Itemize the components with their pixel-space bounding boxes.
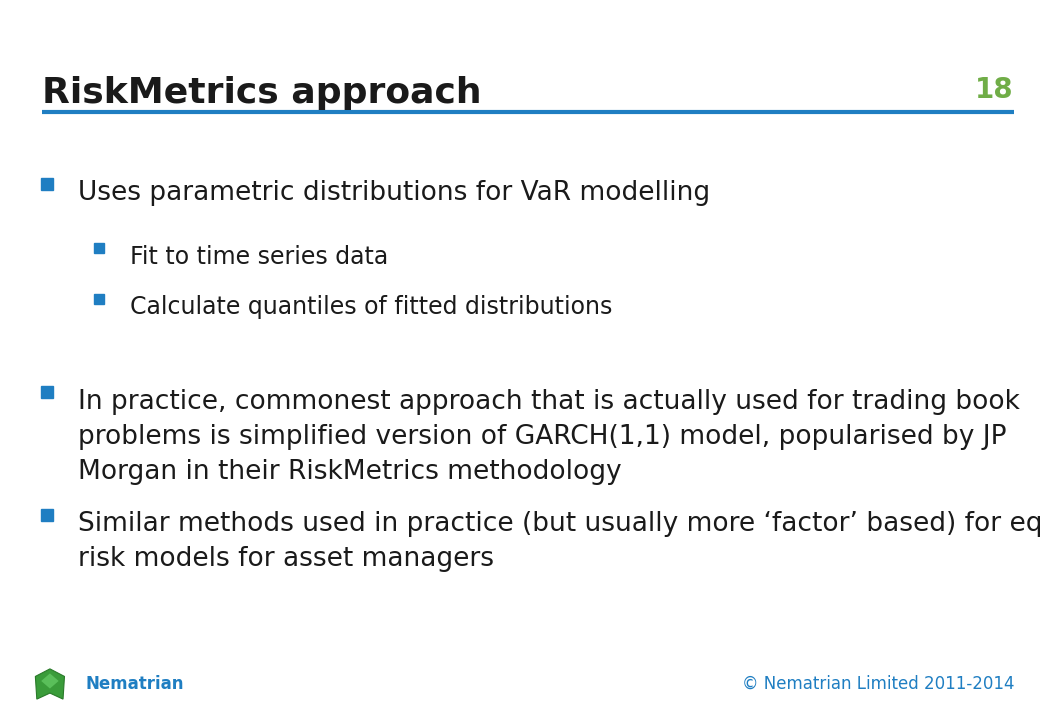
- Text: Similar methods used in practice (but usually more ‘factor’ based) for equity
ri: Similar methods used in practice (but us…: [78, 511, 1040, 572]
- Text: 18: 18: [976, 76, 1014, 104]
- Text: RiskMetrics approach: RiskMetrics approach: [42, 76, 482, 109]
- Text: Nematrian: Nematrian: [85, 675, 184, 693]
- Text: In practice, commonest approach that is actually used for trading book
problems : In practice, commonest approach that is …: [78, 389, 1020, 485]
- Text: Calculate quantiles of fitted distributions: Calculate quantiles of fitted distributi…: [130, 295, 613, 319]
- Text: © Nematrian Limited 2011-2014: © Nematrian Limited 2011-2014: [742, 675, 1014, 693]
- Polygon shape: [42, 673, 58, 688]
- Polygon shape: [35, 669, 64, 699]
- Text: Uses parametric distributions for VaR modelling: Uses parametric distributions for VaR mo…: [78, 180, 710, 206]
- Text: Fit to time series data: Fit to time series data: [130, 245, 388, 269]
